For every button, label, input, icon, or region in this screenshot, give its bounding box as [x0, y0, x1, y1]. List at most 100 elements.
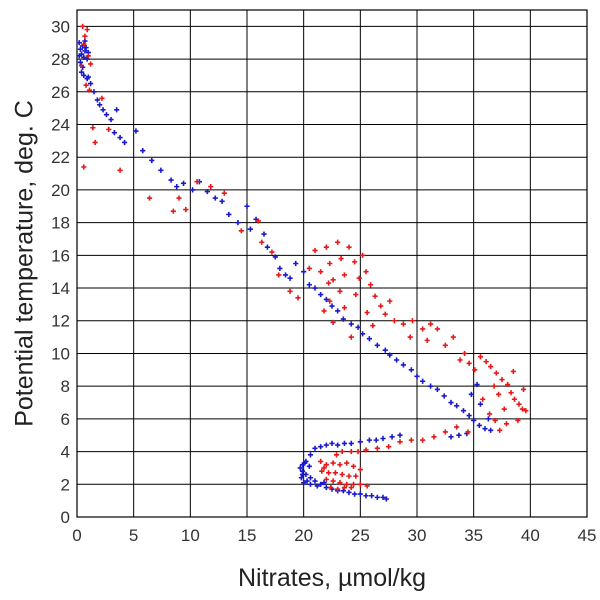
data-point [335, 486, 341, 492]
data-point [183, 206, 189, 213]
data-point [454, 424, 460, 430]
data-point [357, 481, 363, 487]
data-point [355, 324, 361, 330]
data-point [511, 396, 518, 402]
data-point [323, 476, 329, 482]
data-point [468, 391, 474, 397]
data-point [318, 481, 324, 487]
data-point [380, 435, 386, 442]
data-point [465, 429, 471, 435]
data-point [244, 203, 250, 209]
data-point [363, 269, 369, 275]
data-point [176, 195, 182, 201]
y-tick-label: 6 [61, 410, 70, 429]
data-point [335, 239, 341, 245]
data-point [352, 491, 358, 497]
data-point [397, 432, 403, 438]
series-1 [78, 23, 529, 492]
data-point [168, 177, 174, 183]
data-point [357, 491, 363, 497]
data-point [353, 473, 359, 479]
data-point [523, 408, 529, 414]
data-point [226, 211, 232, 218]
data-point [81, 72, 87, 79]
data-point [306, 265, 312, 272]
data-point [295, 295, 301, 301]
data-point [486, 411, 493, 417]
data-point [434, 326, 440, 332]
data-point [190, 187, 196, 193]
x-tick-label: 25 [351, 526, 370, 545]
data-point [97, 102, 103, 108]
data-point [82, 48, 88, 54]
data-point [194, 179, 200, 185]
data-point [306, 463, 312, 469]
data-point [85, 53, 91, 59]
data-point [344, 460, 350, 466]
data-point [407, 334, 413, 340]
data-point [510, 368, 516, 375]
data-point [477, 354, 484, 360]
data-point [297, 465, 303, 471]
data-point [335, 442, 341, 448]
data-point [482, 426, 488, 432]
y-tick-label: 0 [61, 508, 70, 527]
data-point [374, 342, 380, 348]
data-point [90, 125, 96, 131]
y-tick-label: 14 [51, 279, 70, 298]
data-point [488, 363, 494, 370]
data-point [81, 41, 87, 47]
data-point [373, 437, 379, 443]
data-point [255, 218, 261, 224]
data-point [327, 260, 333, 267]
data-point [372, 293, 378, 299]
y-axis-label: Potential temperature, deg. C [11, 100, 39, 427]
data-point [301, 269, 307, 275]
data-point [330, 460, 336, 466]
x-axis-label: Nitrates, µmol/kg [238, 564, 426, 592]
data-point [92, 139, 98, 146]
data-point [108, 116, 114, 123]
data-point [83, 45, 89, 51]
data-point [355, 448, 361, 455]
data-point [84, 27, 90, 33]
data-point [363, 447, 369, 453]
data-point [323, 462, 329, 468]
data-point [409, 318, 416, 324]
data-point [480, 396, 486, 402]
x-tick-label: 10 [181, 526, 200, 545]
data-point [327, 298, 333, 304]
data-point [264, 244, 270, 250]
plot-frame [76, 9, 588, 518]
data-point [111, 130, 117, 136]
data-point [82, 33, 88, 39]
data-point [382, 311, 388, 317]
data-point [323, 442, 329, 448]
data-point [323, 244, 329, 250]
data-point [333, 452, 340, 458]
x-tick-label: 5 [129, 526, 138, 545]
data-point [312, 247, 318, 254]
x-tick-label: 0 [72, 526, 81, 545]
data-point [103, 112, 110, 118]
data-point [94, 97, 100, 103]
data-point [391, 318, 397, 324]
data-point [505, 381, 511, 388]
data-point [321, 480, 327, 486]
y-tick-label: 30 [51, 17, 70, 36]
data-point [348, 484, 354, 491]
data-point [348, 334, 354, 340]
data-point [318, 444, 324, 450]
data-point [460, 408, 467, 414]
data-point [408, 437, 414, 443]
data-point [312, 445, 318, 451]
data-point [341, 305, 348, 311]
data-point [326, 470, 332, 476]
data-point [78, 69, 85, 75]
data-point [382, 347, 388, 353]
data-point [508, 390, 514, 396]
data-point [346, 489, 352, 496]
data-point [431, 434, 437, 440]
data-point [434, 386, 440, 393]
data-point [364, 483, 370, 489]
